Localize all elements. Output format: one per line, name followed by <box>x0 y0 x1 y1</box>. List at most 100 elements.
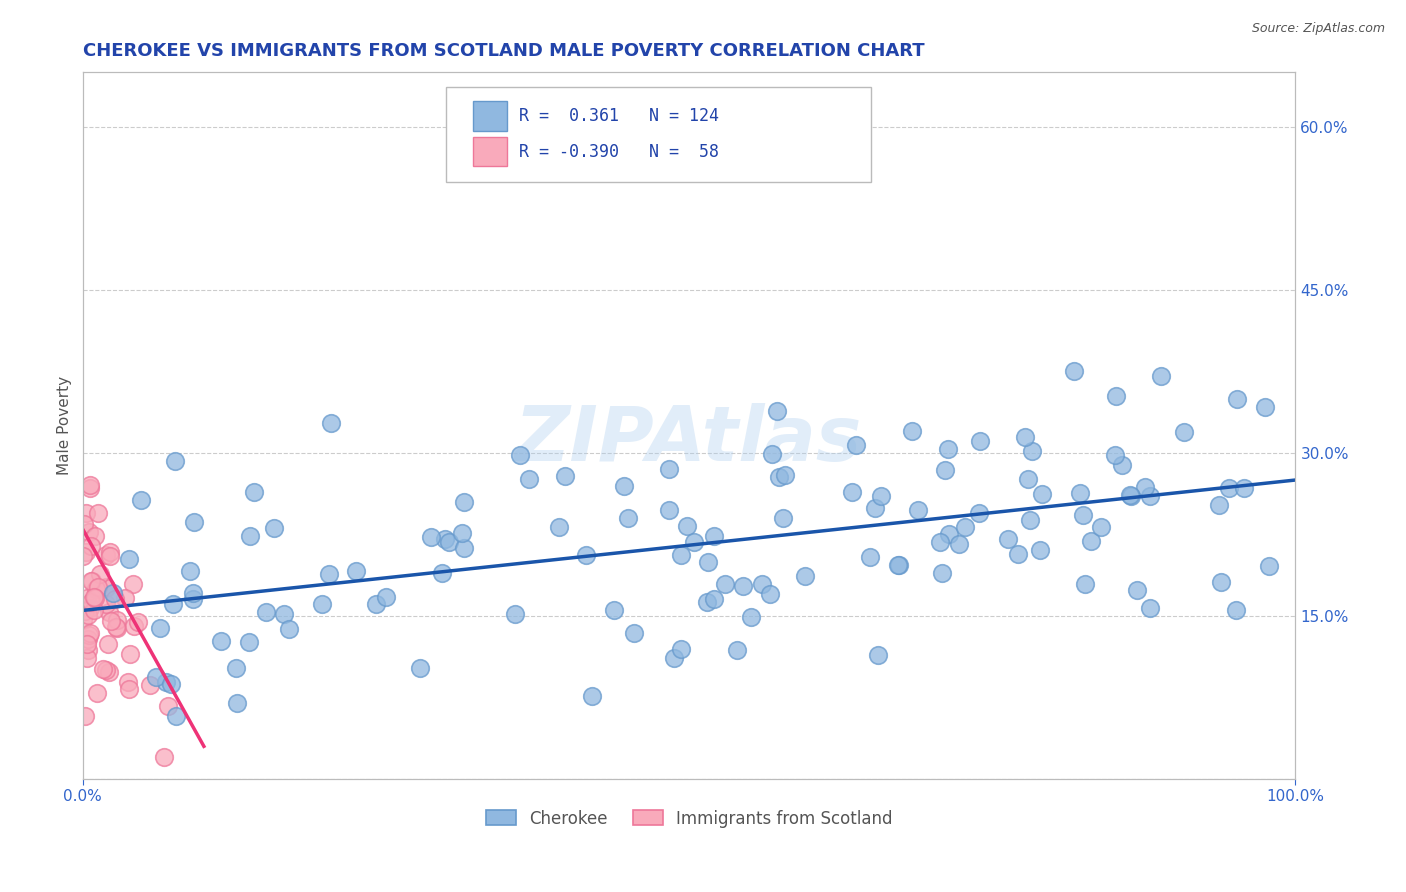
Point <box>105 620 128 634</box>
Point <box>149 621 172 635</box>
Point <box>761 447 783 461</box>
Point <box>664 651 686 665</box>
Point <box>1069 485 1091 500</box>
Point <box>453 494 475 508</box>
Point <box>1021 443 1043 458</box>
Point <box>98 665 121 679</box>
Point <box>451 525 474 540</box>
Point <box>772 510 794 524</box>
Point <box>845 438 868 452</box>
Point <box>103 586 125 600</box>
Point <box>183 516 205 530</box>
Point <box>75 709 97 723</box>
Point <box>696 555 718 569</box>
Point <box>96 548 118 562</box>
Point <box>703 529 725 543</box>
Point <box>575 548 598 562</box>
Point <box>225 696 247 710</box>
Text: Source: ZipAtlas.com: Source: ZipAtlas.com <box>1251 22 1385 36</box>
Point <box>1014 429 1036 443</box>
Point <box>80 539 103 553</box>
Point <box>165 709 187 723</box>
Point <box>82 574 104 589</box>
Point <box>79 626 101 640</box>
Point <box>409 661 432 675</box>
Point <box>1126 582 1149 597</box>
Text: R =  0.361   N = 124: R = 0.361 N = 124 <box>519 107 720 125</box>
Point <box>98 545 121 559</box>
Point <box>225 661 247 675</box>
Point <box>375 590 398 604</box>
Point <box>318 567 340 582</box>
Point <box>793 568 815 582</box>
Point <box>929 535 952 549</box>
Point <box>72 613 94 627</box>
Point <box>1225 603 1247 617</box>
Point <box>997 532 1019 546</box>
Point <box>967 506 990 520</box>
Point <box>346 564 368 578</box>
Point <box>437 535 460 549</box>
Point <box>96 663 118 677</box>
Point <box>669 548 692 562</box>
Point <box>145 670 167 684</box>
Point <box>1139 489 1161 503</box>
Point <box>117 674 139 689</box>
Point <box>73 516 96 531</box>
Point <box>83 603 105 617</box>
Point <box>703 591 725 606</box>
Point <box>84 529 107 543</box>
Point <box>105 621 128 635</box>
Point <box>1173 425 1195 439</box>
Point <box>683 534 706 549</box>
Point <box>79 481 101 495</box>
Point <box>503 607 526 622</box>
Point <box>76 650 98 665</box>
Point <box>658 503 681 517</box>
Point <box>1090 520 1112 534</box>
Point <box>1254 400 1277 414</box>
Point <box>669 641 692 656</box>
Point <box>1029 542 1052 557</box>
Point <box>181 586 204 600</box>
Point <box>76 607 98 622</box>
Point <box>91 661 114 675</box>
Point <box>868 648 890 662</box>
Point <box>430 566 453 581</box>
Point <box>695 595 717 609</box>
Point <box>420 530 443 544</box>
Point <box>859 549 882 564</box>
Point <box>1104 448 1126 462</box>
Point <box>238 635 260 649</box>
Point <box>1031 487 1053 501</box>
Point <box>731 579 754 593</box>
Point <box>907 503 929 517</box>
Point <box>72 549 94 563</box>
Point <box>953 519 976 533</box>
Point <box>936 442 959 456</box>
Point <box>1080 533 1102 548</box>
Point <box>887 558 910 573</box>
Point <box>1218 481 1240 495</box>
Point <box>1211 575 1233 590</box>
Point <box>87 506 110 520</box>
Point <box>1119 488 1142 502</box>
Point <box>547 520 569 534</box>
Point <box>311 597 333 611</box>
Point <box>179 564 201 578</box>
Point <box>886 558 908 572</box>
Point <box>841 484 863 499</box>
Point <box>120 647 142 661</box>
FancyBboxPatch shape <box>447 87 870 182</box>
Point <box>727 643 749 657</box>
Y-axis label: Male Poverty: Male Poverty <box>58 376 72 475</box>
Point <box>84 582 107 596</box>
Point <box>1121 489 1143 503</box>
Point <box>364 598 387 612</box>
Point <box>254 605 277 619</box>
Text: CHEROKEE VS IMMIGRANTS FROM SCOTLAND MALE POVERTY CORRELATION CHART: CHEROKEE VS IMMIGRANTS FROM SCOTLAND MAL… <box>83 42 924 60</box>
Point <box>86 686 108 700</box>
Point <box>1073 577 1095 591</box>
Point <box>76 637 98 651</box>
Point <box>934 463 956 477</box>
